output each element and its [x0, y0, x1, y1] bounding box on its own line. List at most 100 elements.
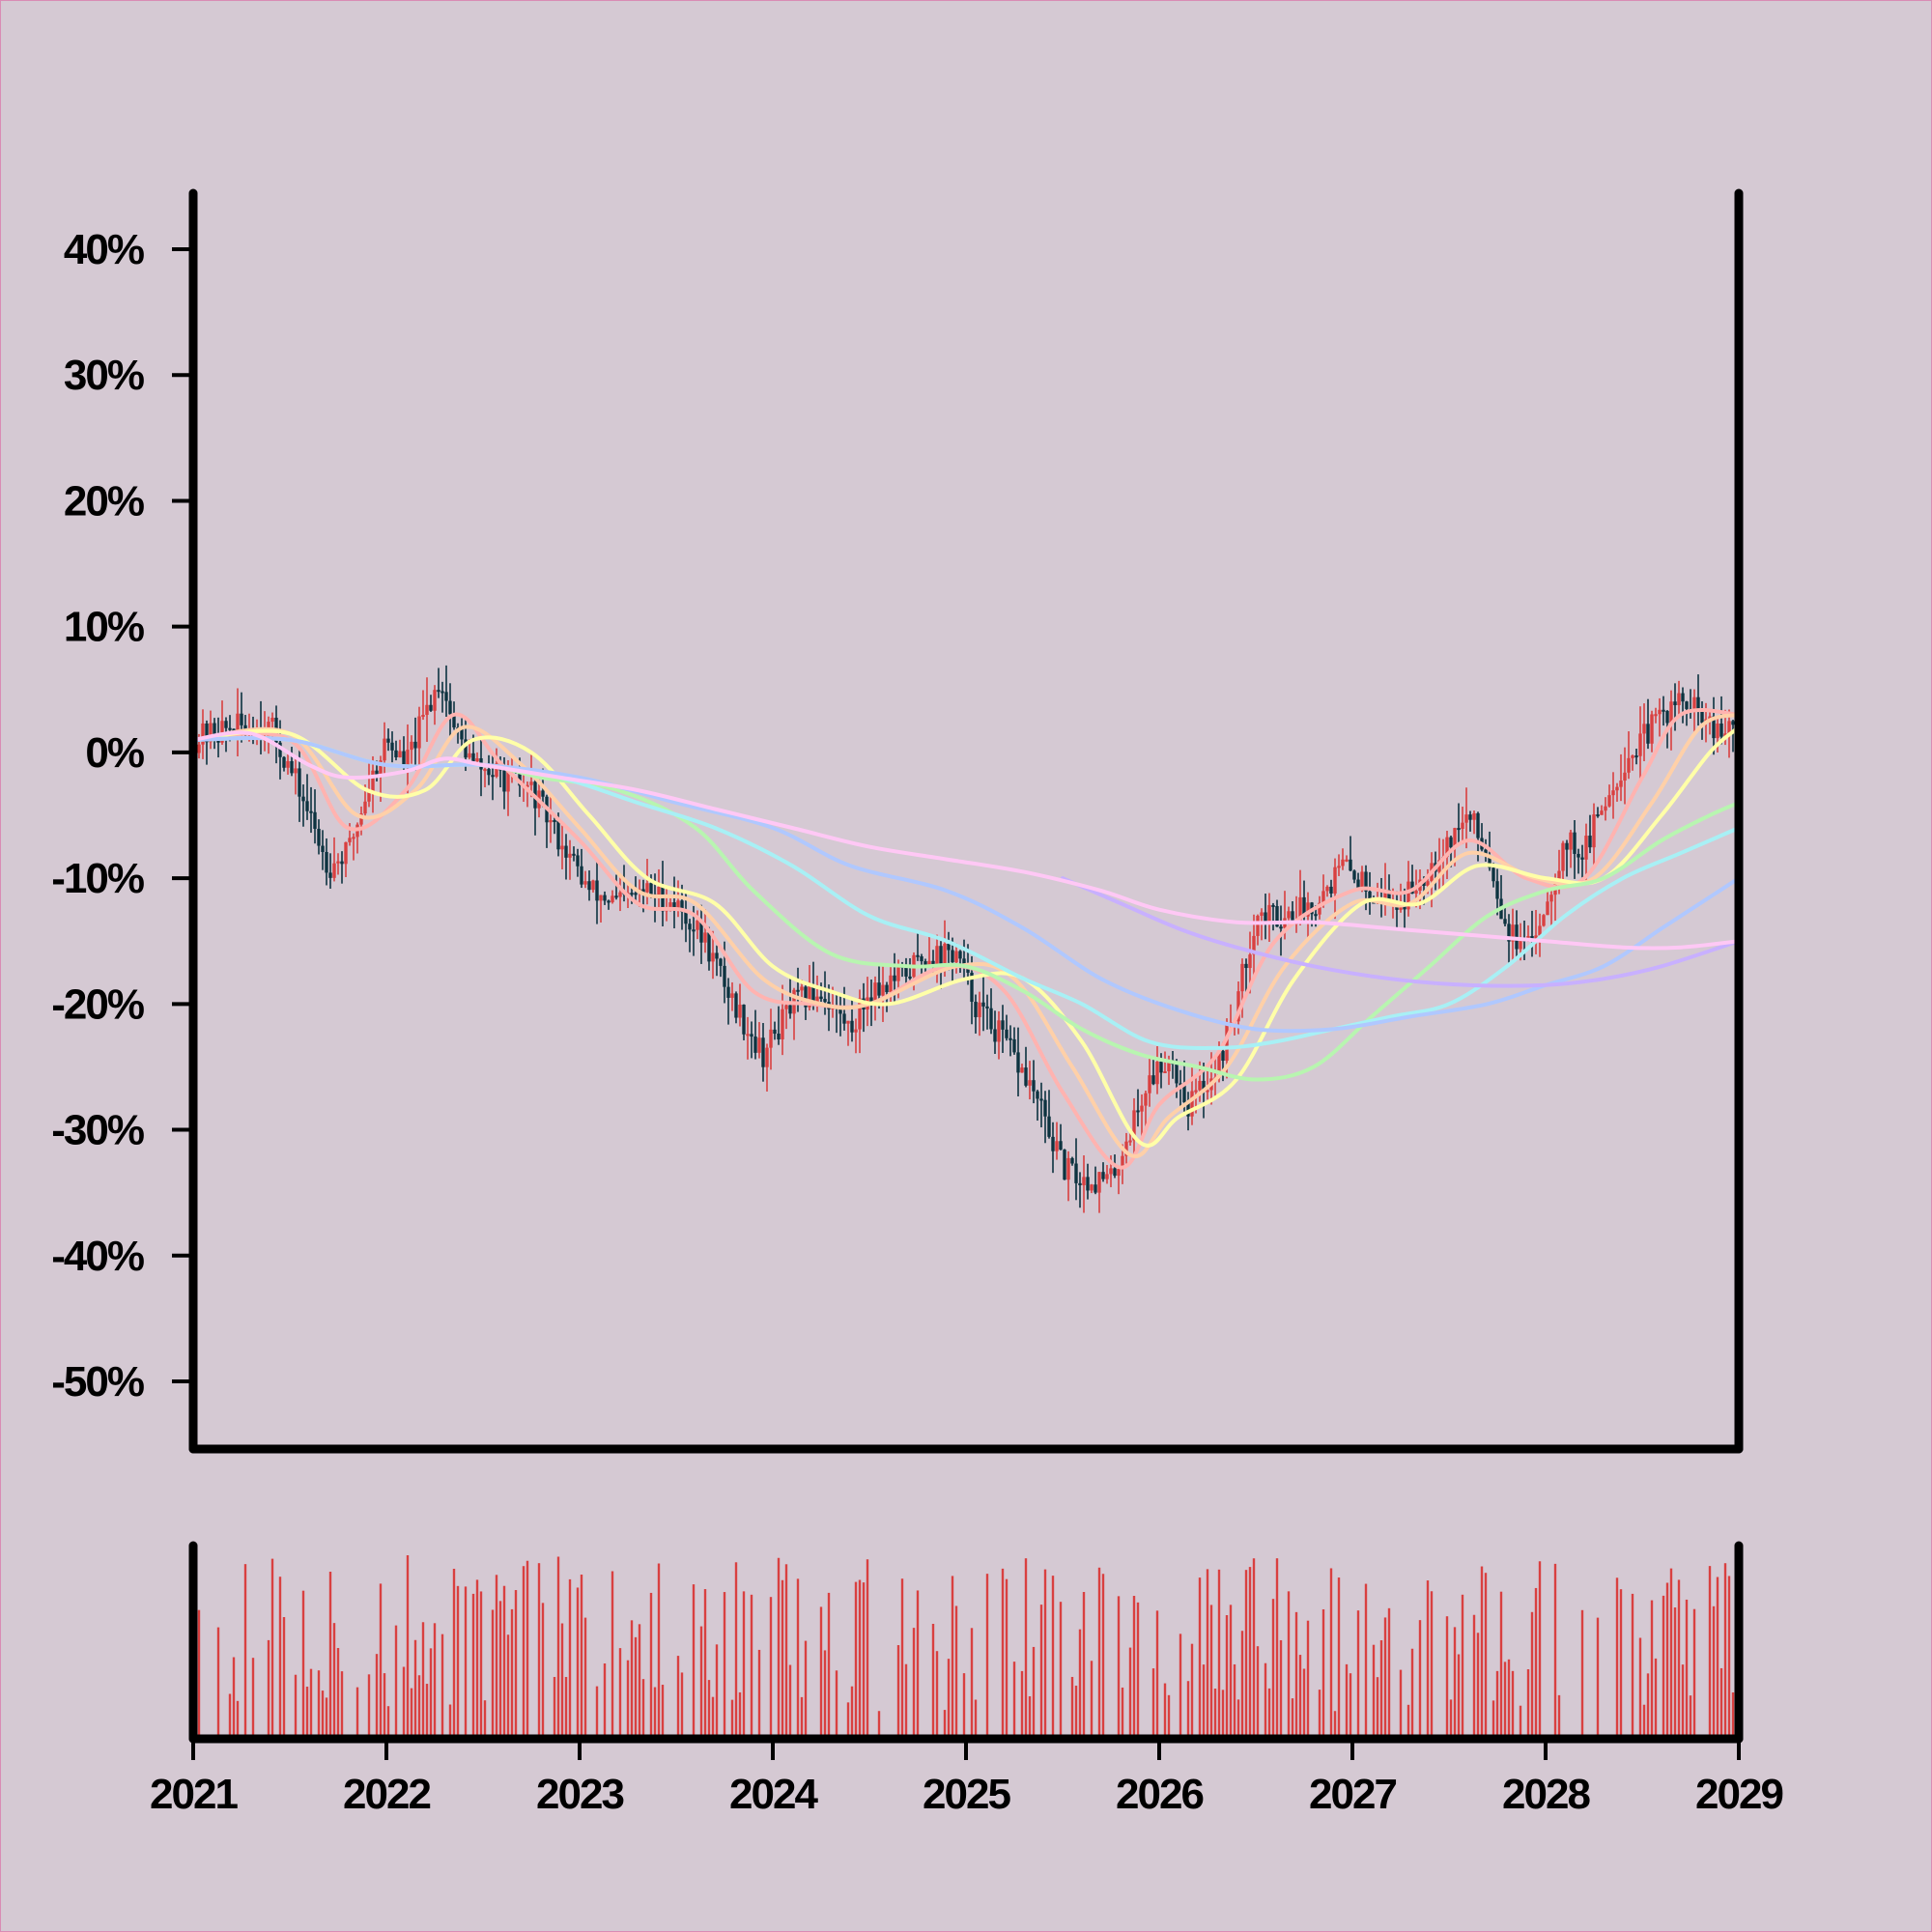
- volume-bar: [649, 1592, 653, 1739]
- candle-body: [437, 690, 440, 693]
- volume-bar: [1410, 1648, 1414, 1739]
- moving-average-line: [191, 730, 1741, 951]
- volume-bar: [1379, 1640, 1383, 1739]
- volume-bar: [1005, 1578, 1009, 1739]
- volume-bar: [216, 1627, 220, 1739]
- volume-bar: [657, 1563, 661, 1739]
- candle-body: [518, 772, 522, 786]
- volume-bar: [1654, 1658, 1658, 1739]
- volume-bar: [1519, 1705, 1522, 1739]
- y-tick-label: -10%: [51, 855, 144, 902]
- volume-bar: [1294, 1611, 1298, 1739]
- candle-body: [1051, 1136, 1055, 1151]
- volume-bar: [680, 1672, 684, 1739]
- candle-body: [1662, 709, 1665, 712]
- volume-bar: [1345, 1663, 1349, 1739]
- candle-body: [1464, 814, 1468, 823]
- volume-bar: [1074, 1685, 1078, 1739]
- candle-body: [1314, 914, 1318, 917]
- volume-bar: [1708, 1566, 1712, 1739]
- volume-bar: [1642, 1704, 1646, 1739]
- candle-body: [1252, 935, 1256, 955]
- candle-body: [784, 1005, 788, 1009]
- candle-body: [1723, 733, 1727, 737]
- candle-body: [1113, 1168, 1117, 1177]
- volume-bar: [317, 1670, 321, 1739]
- volume-bar: [1480, 1566, 1484, 1739]
- candle-body: [1519, 939, 1522, 950]
- volume-bar: [1275, 1558, 1279, 1739]
- candle-body: [1577, 853, 1580, 858]
- volume-bar: [1712, 1605, 1716, 1739]
- candle-body: [495, 763, 498, 778]
- candle-body: [1109, 1168, 1113, 1175]
- candle-body: [325, 851, 328, 873]
- volume-bar: [270, 1558, 274, 1739]
- volume-bar: [305, 1687, 309, 1739]
- volume-bar: [1534, 1587, 1538, 1739]
- volume-bar: [580, 1574, 583, 1739]
- volume-bar: [1461, 1594, 1464, 1739]
- volume-bar: [278, 1577, 282, 1739]
- candle-body: [1492, 867, 1495, 882]
- candle-body: [1136, 1110, 1140, 1113]
- candle-body: [1167, 1060, 1171, 1072]
- candle-body: [1001, 1020, 1005, 1030]
- volume-bar: [1070, 1676, 1074, 1739]
- x-axis-ticks: 2021 2022 2023 2024 2025 2026 2027 2028 2029: [150, 1739, 1784, 1818]
- candle-body: [1043, 1099, 1047, 1117]
- candle-body: [1117, 1169, 1121, 1177]
- candle-body: [1634, 755, 1638, 758]
- candle-body: [506, 769, 510, 792]
- volume-bar: [1032, 1646, 1036, 1739]
- candle-body: [1368, 891, 1372, 902]
- candle-body: [823, 999, 827, 1003]
- volume-bar: [1387, 1607, 1391, 1739]
- candle-body: [742, 1005, 746, 1035]
- y-tick-label: 40%: [64, 226, 144, 273]
- candle-body: [529, 781, 533, 785]
- candle-body: [951, 950, 954, 963]
- volume-bar: [1101, 1574, 1105, 1739]
- candle-body: [1345, 859, 1349, 862]
- candle-body: [468, 753, 471, 758]
- volume-bar: [638, 1624, 641, 1739]
- candle-body: [386, 738, 390, 743]
- candle-body: [908, 976, 912, 979]
- candle-body: [1028, 1080, 1032, 1086]
- candle-body: [1202, 1080, 1206, 1092]
- candle-body: [1128, 1140, 1132, 1143]
- candle-body: [1318, 902, 1321, 915]
- volume-bar: [823, 1650, 827, 1739]
- volume-bar: [1190, 1643, 1194, 1739]
- candle-body: [1206, 1090, 1209, 1093]
- candle-body: [1159, 1062, 1163, 1073]
- candle-body: [707, 932, 711, 962]
- candle-body: [1140, 1105, 1144, 1112]
- volume-bar: [1132, 1596, 1136, 1739]
- candle-body: [1244, 963, 1248, 969]
- candle-body: [209, 723, 213, 743]
- candle-body: [1059, 1141, 1063, 1151]
- candle-body: [1677, 693, 1681, 705]
- candle-body: [1461, 822, 1464, 830]
- candle-body: [1712, 716, 1716, 739]
- candle-body: [1287, 911, 1291, 919]
- candle-body: [394, 750, 398, 757]
- volume-bar: [1333, 1711, 1337, 1739]
- candle-body: [993, 1029, 997, 1042]
- candle-body: [904, 965, 908, 977]
- volume-bar: [970, 1628, 974, 1739]
- volume-bar: [1449, 1699, 1453, 1739]
- volume-bar: [1631, 1593, 1634, 1739]
- candle-body: [216, 739, 220, 743]
- x-tick-label: 2021: [150, 1771, 238, 1818]
- candle-body: [398, 751, 402, 757]
- candle-body: [634, 893, 638, 895]
- candle-body: [1016, 1052, 1020, 1073]
- candle-body: [1692, 696, 1696, 710]
- candle-body: [1175, 1064, 1179, 1084]
- x-tick-label: 2029: [1695, 1771, 1782, 1818]
- volume-bar: [618, 1648, 622, 1739]
- volume-bar: [564, 1676, 568, 1739]
